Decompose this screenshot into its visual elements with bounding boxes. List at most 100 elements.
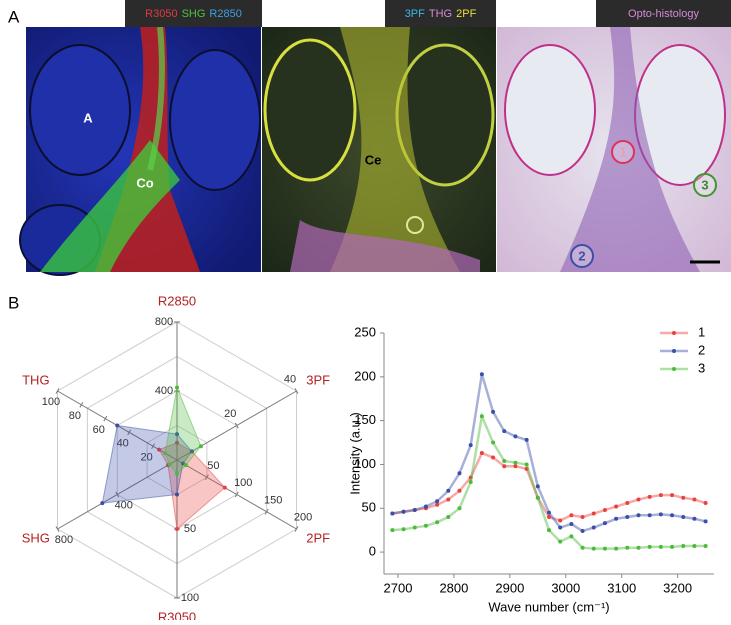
y-tick-label: 0 bbox=[369, 544, 376, 559]
point bbox=[479, 372, 484, 377]
point bbox=[491, 455, 496, 460]
point bbox=[535, 484, 540, 489]
point bbox=[513, 460, 518, 465]
point bbox=[580, 515, 585, 520]
tick-label: 800 bbox=[155, 316, 173, 328]
point bbox=[502, 458, 507, 463]
axis-label: 2PF bbox=[306, 530, 330, 545]
tick-label: 100 bbox=[181, 592, 199, 604]
axis-label: 3PF bbox=[306, 372, 330, 387]
point bbox=[670, 544, 675, 549]
x-axis-label: Wave number (cm⁻¹) bbox=[488, 599, 609, 614]
label-box bbox=[385, 0, 496, 27]
point bbox=[513, 464, 518, 469]
micrograph bbox=[262, 27, 496, 272]
image-label: 3PF THG 2PF bbox=[405, 8, 477, 20]
point bbox=[703, 519, 708, 524]
label-part: R3050 bbox=[145, 8, 177, 20]
panel-label: A bbox=[8, 7, 20, 26]
point bbox=[681, 495, 686, 500]
legend-marker bbox=[672, 349, 676, 353]
y-axis-label: Intensity (a.u.) bbox=[347, 412, 362, 494]
tick-mark bbox=[151, 443, 156, 450]
point bbox=[435, 499, 440, 504]
point bbox=[401, 509, 406, 514]
point bbox=[457, 471, 462, 476]
tick-label: 100 bbox=[234, 477, 252, 489]
micrograph bbox=[497, 27, 731, 272]
tick-label: 50 bbox=[207, 460, 219, 472]
point bbox=[457, 506, 462, 511]
panel-label: B bbox=[8, 293, 19, 312]
label-part: 2PF bbox=[456, 8, 476, 20]
point bbox=[614, 546, 619, 551]
tick-label: 40 bbox=[117, 438, 129, 450]
point bbox=[535, 495, 540, 500]
annotation: 1 bbox=[619, 144, 626, 159]
point bbox=[491, 409, 496, 414]
region-marker bbox=[611, 140, 635, 164]
point bbox=[681, 543, 686, 548]
tick-mark bbox=[234, 422, 239, 429]
point bbox=[681, 515, 686, 520]
point bbox=[412, 508, 417, 513]
radar-point bbox=[100, 501, 105, 506]
tick-label: 150 bbox=[264, 494, 282, 506]
point bbox=[558, 539, 563, 544]
radar-point bbox=[189, 449, 194, 454]
point bbox=[558, 525, 563, 530]
legend-marker bbox=[672, 331, 676, 335]
micrograph bbox=[19, 26, 261, 276]
radar-point bbox=[115, 423, 120, 428]
y-tick-label: 50 bbox=[362, 500, 376, 515]
tick-mark bbox=[79, 401, 84, 408]
point bbox=[647, 544, 652, 549]
point bbox=[401, 527, 406, 532]
tick-label: 800 bbox=[55, 534, 73, 546]
radar-point bbox=[175, 432, 179, 437]
y-tick-label: 200 bbox=[354, 368, 376, 383]
tick-label: 40 bbox=[284, 374, 296, 386]
tick-mark bbox=[234, 491, 239, 498]
radar-point bbox=[163, 451, 168, 456]
axis-label: SHG bbox=[22, 530, 50, 545]
label-part: R2850 bbox=[209, 8, 241, 20]
point bbox=[591, 511, 596, 516]
x-tick-label: 3200 bbox=[663, 580, 692, 595]
point bbox=[479, 451, 484, 456]
point bbox=[547, 515, 551, 520]
point bbox=[670, 513, 675, 518]
tick-label: 80 bbox=[69, 410, 81, 422]
tick-mark bbox=[127, 429, 132, 436]
region-marker bbox=[693, 173, 717, 197]
point bbox=[658, 544, 663, 549]
point bbox=[423, 504, 428, 509]
x-tick-label: 2900 bbox=[495, 580, 524, 595]
point bbox=[636, 545, 641, 550]
point bbox=[491, 440, 496, 445]
annotation: 2 bbox=[578, 248, 585, 263]
tick-mark bbox=[55, 388, 60, 394]
point bbox=[390, 528, 395, 533]
legend-marker bbox=[672, 367, 676, 371]
annotation: Co bbox=[136, 175, 153, 190]
point bbox=[569, 522, 574, 527]
point bbox=[580, 545, 585, 550]
point bbox=[547, 510, 551, 515]
radar-point bbox=[157, 447, 162, 452]
x-tick-label: 2700 bbox=[384, 580, 413, 595]
point bbox=[457, 488, 462, 493]
radar-point bbox=[198, 444, 203, 449]
annotation: A bbox=[83, 110, 93, 125]
point bbox=[547, 528, 551, 533]
point bbox=[502, 429, 507, 434]
point bbox=[446, 515, 451, 520]
point bbox=[569, 534, 574, 539]
label-part: Opto-histology bbox=[628, 8, 699, 20]
point bbox=[423, 523, 428, 528]
point bbox=[468, 479, 473, 484]
tick-label: 20 bbox=[140, 451, 152, 463]
tick-mark bbox=[55, 526, 60, 532]
axis-label: R3050 bbox=[158, 609, 196, 620]
